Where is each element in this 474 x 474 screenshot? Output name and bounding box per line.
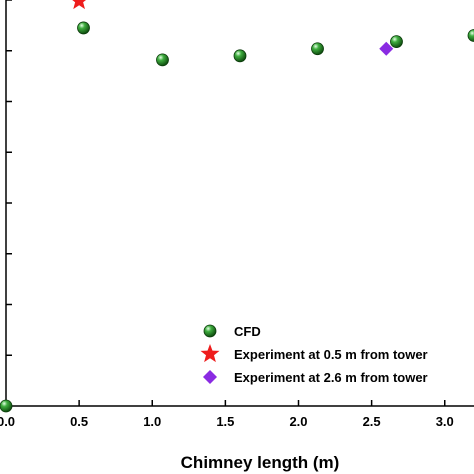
data-point-series-0 [233,49,247,63]
data-point-series-0 [390,35,403,49]
x-tick-label: 0.5 [70,414,88,429]
data-point-series-2 [379,41,394,56]
legend-label-1: Experiment at 0.5 m from tower [234,347,428,362]
legend-marker-2 [203,370,217,384]
legend-label-2: Experiment at 2.6 m from tower [234,370,428,385]
legend-marker-0 [203,324,217,338]
data-point-series-0 [77,21,90,35]
x-axis-title: Chimney length (m) [181,453,340,472]
x-tick-label: 2.0 [289,414,307,429]
x-tick-label: 1.0 [143,414,161,429]
x-tick-label: 1.5 [216,414,234,429]
ticks: 0.0 0.5 1.0 1.5 2.0 2.5 3.0 [0,0,454,429]
data-point-series-0 [467,29,474,42]
x-tick-label: 2.5 [363,414,381,429]
legend-label-0: CFD [234,324,261,339]
data-point-series-1 [72,0,87,10]
data-point-series-0 [156,53,169,67]
data-points [0,0,474,413]
data-point-series-0 [311,42,324,56]
legend-marker-1 [200,344,220,363]
x-tick-label: 0.0 [0,414,15,429]
x-tick-label: 3.0 [436,414,454,429]
legend: CFD Experiment at 0.5 m from tower Experim… [200,324,428,385]
data-point-series-0 [0,399,13,413]
